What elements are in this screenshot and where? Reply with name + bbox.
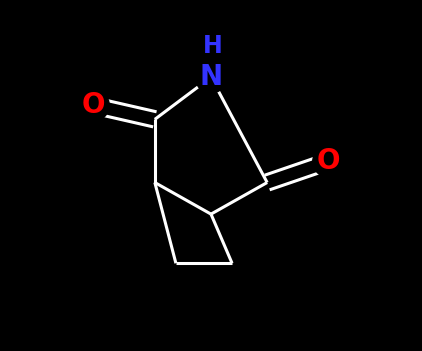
Text: N: N xyxy=(200,63,222,91)
Text: O: O xyxy=(82,91,105,119)
Text: H: H xyxy=(203,34,223,58)
Circle shape xyxy=(78,90,109,121)
Circle shape xyxy=(195,61,227,93)
Text: O: O xyxy=(317,147,340,176)
Circle shape xyxy=(313,146,344,177)
